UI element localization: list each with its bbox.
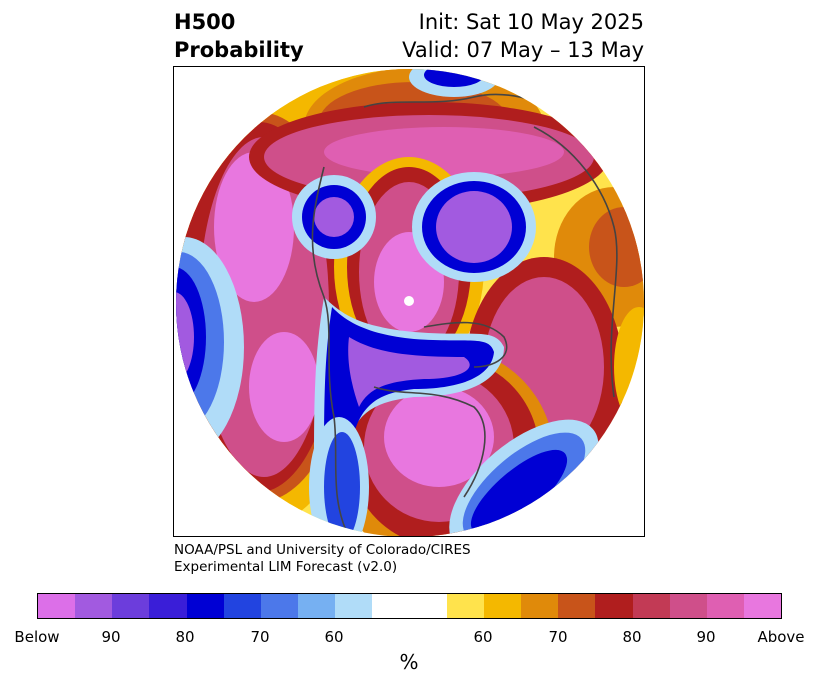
map-title-left: H500 Probability — [174, 8, 304, 64]
colorbar-tick-label: 90 — [101, 628, 121, 646]
colorbar-swatch — [223, 594, 261, 618]
colorbar-swatch — [372, 594, 410, 618]
map-title-right: Init: Sat 10 May 2025 Valid: 07 May – 13… — [402, 8, 644, 64]
colorbar-swatch — [632, 594, 670, 618]
colorbar-swatch — [335, 594, 373, 618]
colorbar-tick-label: 80 — [175, 628, 195, 646]
colorbar-swatch — [558, 594, 596, 618]
colorbar-swatch — [38, 594, 76, 618]
forecast-map — [173, 66, 645, 537]
title-variable: H500 — [174, 10, 236, 34]
colorbar-swatch — [149, 594, 187, 618]
colorbar-tick-label: 60 — [324, 628, 344, 646]
valid-range: Valid: 07 May – 13 May — [402, 38, 644, 62]
colorbar-swatch — [483, 594, 522, 618]
title-quantity: Probability — [174, 38, 304, 62]
init-date: Init: Sat 10 May 2025 — [418, 10, 644, 34]
colorbar-swatch — [260, 594, 299, 618]
colorbar-tick-label: 60 — [473, 628, 493, 646]
colorbar-swatch — [446, 594, 484, 618]
forecast-map-svg — [176, 69, 644, 536]
colorbar-tick-label: 80 — [622, 628, 642, 646]
colorbar-swatch — [743, 594, 782, 618]
colorbar-unit: % — [399, 650, 419, 674]
credit-line-1: NOAA/PSL and University of Colorado/CIRE… — [174, 542, 471, 558]
colorbar-swatch — [595, 594, 633, 618]
coastlines — [311, 93, 618, 536]
credit-line-2: Experimental LIM Forecast (v2.0) — [174, 559, 398, 575]
colorbar-tick-label: Below — [14, 628, 60, 646]
colorbar-tick-label: 70 — [548, 628, 568, 646]
colorbar-swatch — [186, 594, 224, 618]
pole-marker — [404, 296, 414, 306]
colorbar-swatch — [669, 594, 707, 618]
colorbar-swatch — [112, 594, 150, 618]
colorbar-swatch — [298, 594, 336, 618]
colorbar-tick-label: 70 — [250, 628, 270, 646]
colorbar-tick-label: 90 — [696, 628, 716, 646]
colorbar-swatch — [409, 594, 447, 618]
colorbar-swatch — [521, 594, 559, 618]
credit-text: NOAA/PSL and University of Colorado/CIRE… — [174, 542, 471, 576]
colorbar — [37, 593, 782, 619]
colorbar-swatch — [706, 594, 744, 618]
colorbar-swatch — [75, 594, 113, 618]
colorbar-tick-label: Above — [757, 628, 805, 646]
